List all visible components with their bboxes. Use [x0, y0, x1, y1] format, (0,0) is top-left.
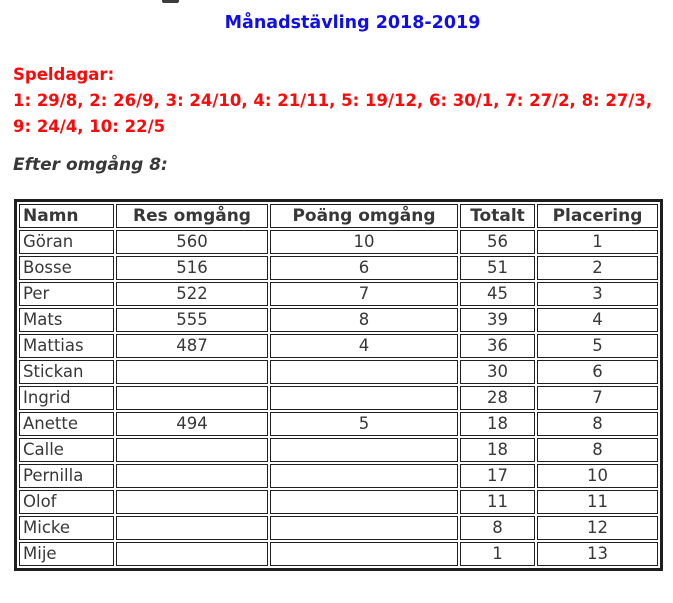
- cell-placering: 13: [537, 542, 658, 566]
- table-header-row: Namn Res omgång Poäng omgång Totalt Plac…: [19, 204, 658, 228]
- cell-name: Calle: [19, 438, 114, 462]
- cell-res-omgang: 555: [116, 308, 268, 332]
- cell-poang-omgang: 6: [270, 256, 458, 280]
- table-row: Mats 555 8 39 4: [19, 308, 658, 332]
- cell-poang-omgang: 5: [270, 412, 458, 436]
- speldagar-heading: Speldagar:: [13, 65, 115, 84]
- column-header-namn: Namn: [19, 204, 114, 228]
- cell-poang-omgang: [270, 438, 458, 462]
- cell-name: Per: [19, 282, 114, 306]
- cell-name: Ingrid: [19, 386, 114, 410]
- table-row: Olof 11 11: [19, 490, 658, 514]
- cell-res-omgang: 487: [116, 334, 268, 358]
- cell-poang-omgang: 8: [270, 308, 458, 332]
- cell-totalt: 28: [460, 386, 535, 410]
- cell-res-omgang: 522: [116, 282, 268, 306]
- cell-name: Micke: [19, 516, 114, 540]
- results-table: Namn Res omgång Poäng omgång Totalt Plac…: [14, 199, 663, 571]
- cell-poang-omgang: [270, 360, 458, 384]
- cell-name: Pernilla: [19, 464, 114, 488]
- cell-res-omgang: [116, 490, 268, 514]
- cell-res-omgang: [116, 386, 268, 410]
- cell-name: Göran: [19, 230, 114, 254]
- table-row: Calle 18 8: [19, 438, 658, 462]
- cell-placering: 4: [537, 308, 658, 332]
- cell-placering: 11: [537, 490, 658, 514]
- table-row: Per 522 7 45 3: [19, 282, 658, 306]
- cell-placering: 3: [537, 282, 658, 306]
- cell-placering: 1: [537, 230, 658, 254]
- cell-res-omgang: [116, 464, 268, 488]
- cell-placering: 8: [537, 412, 658, 436]
- cell-name: Mije: [19, 542, 114, 566]
- table-row: Mattias 487 4 36 5: [19, 334, 658, 358]
- speldagar-line-2: 9: 24/4, 10: 22/5: [13, 117, 166, 136]
- cell-placering: 8: [537, 438, 658, 462]
- cell-poang-omgang: 4: [270, 334, 458, 358]
- cell-totalt: 39: [460, 308, 535, 332]
- cell-placering: 5: [537, 334, 658, 358]
- cell-placering: 7: [537, 386, 658, 410]
- cropped-text-fragment: [162, 0, 179, 3]
- cell-name: Anette: [19, 412, 114, 436]
- cell-name: Olof: [19, 490, 114, 514]
- cell-poang-omgang: [270, 386, 458, 410]
- cell-res-omgang: [116, 360, 268, 384]
- cell-poang-omgang: 10: [270, 230, 458, 254]
- cell-totalt: 56: [460, 230, 535, 254]
- cell-placering: 6: [537, 360, 658, 384]
- cell-res-omgang: [116, 516, 268, 540]
- table-row: Stickan 30 6: [19, 360, 658, 384]
- cell-totalt: 17: [460, 464, 535, 488]
- speldagar-line-1: 1: 29/8, 2: 26/9, 3: 24/10, 4: 21/11, 5:…: [13, 91, 653, 110]
- cell-name: Stickan: [19, 360, 114, 384]
- cell-totalt: 8: [460, 516, 535, 540]
- page-title: Månadstävling 2018-2019: [224, 13, 481, 33]
- table-row: Anette 494 5 18 8: [19, 412, 658, 436]
- cell-placering: 2: [537, 256, 658, 280]
- column-header-placering: Placering: [537, 204, 658, 228]
- cell-res-omgang: 494: [116, 412, 268, 436]
- cell-totalt: 11: [460, 490, 535, 514]
- cell-res-omgang: 560: [116, 230, 268, 254]
- cell-totalt: 30: [460, 360, 535, 384]
- cell-poang-omgang: [270, 464, 458, 488]
- cell-res-omgang: [116, 542, 268, 566]
- column-header-totalt: Totalt: [460, 204, 535, 228]
- table-row: Pernilla 17 10: [19, 464, 658, 488]
- column-header-poang-omgang: Poäng omgång: [270, 204, 458, 228]
- section-subtitle: Efter omgång 8:: [13, 155, 168, 175]
- cell-placering: 10: [537, 464, 658, 488]
- cell-poang-omgang: [270, 516, 458, 540]
- cell-totalt: 1: [460, 542, 535, 566]
- cell-totalt: 18: [460, 438, 535, 462]
- cell-poang-omgang: [270, 490, 458, 514]
- cell-poang-omgang: 7: [270, 282, 458, 306]
- cell-totalt: 18: [460, 412, 535, 436]
- cell-totalt: 45: [460, 282, 535, 306]
- table-row: Bosse 516 6 51 2: [19, 256, 658, 280]
- table-row: Mije 1 13: [19, 542, 658, 566]
- table-body: Göran 560 10 56 1 Bosse 516 6 51 2 Per 522 7 45 3 Mats 5…: [19, 230, 658, 566]
- table-row: Ingrid 28 7: [19, 386, 658, 410]
- cell-totalt: 36: [460, 334, 535, 358]
- speldagar-section: Speldagar: 1: 29/8, 2: 26/9, 3: 24/10, 4…: [13, 62, 667, 140]
- table-row: Micke 8 12: [19, 516, 658, 540]
- cell-name: Mats: [19, 308, 114, 332]
- cell-placering: 12: [537, 516, 658, 540]
- cell-res-omgang: [116, 438, 268, 462]
- table-row: Göran 560 10 56 1: [19, 230, 658, 254]
- cell-totalt: 51: [460, 256, 535, 280]
- cell-name: Mattias: [19, 334, 114, 358]
- cell-name: Bosse: [19, 256, 114, 280]
- cell-res-omgang: 516: [116, 256, 268, 280]
- column-header-res-omgang: Res omgång: [116, 204, 268, 228]
- cell-poang-omgang: [270, 542, 458, 566]
